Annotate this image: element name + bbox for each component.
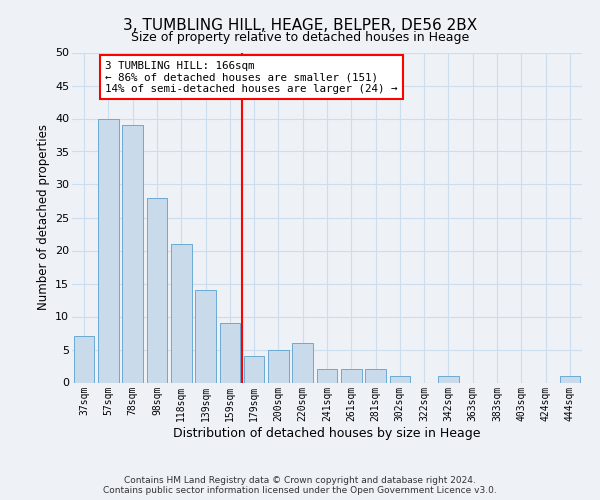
- Bar: [341, 370, 362, 382]
- Bar: [268, 350, 289, 382]
- Bar: [365, 370, 386, 382]
- Bar: [560, 376, 580, 382]
- Text: Size of property relative to detached houses in Heage: Size of property relative to detached ho…: [131, 31, 469, 44]
- Bar: [389, 376, 410, 382]
- X-axis label: Distribution of detached houses by size in Heage: Distribution of detached houses by size …: [173, 428, 481, 440]
- Bar: [98, 118, 119, 382]
- Text: 3, TUMBLING HILL, HEAGE, BELPER, DE56 2BX: 3, TUMBLING HILL, HEAGE, BELPER, DE56 2B…: [123, 18, 477, 32]
- Bar: [146, 198, 167, 382]
- Text: Contains HM Land Registry data © Crown copyright and database right 2024.
Contai: Contains HM Land Registry data © Crown c…: [103, 476, 497, 495]
- Bar: [171, 244, 191, 382]
- Bar: [317, 370, 337, 382]
- Bar: [292, 343, 313, 382]
- Bar: [244, 356, 265, 382]
- Y-axis label: Number of detached properties: Number of detached properties: [37, 124, 50, 310]
- Bar: [220, 323, 240, 382]
- Text: 3 TUMBLING HILL: 166sqm
← 86% of detached houses are smaller (151)
14% of semi-d: 3 TUMBLING HILL: 166sqm ← 86% of detache…: [105, 60, 398, 94]
- Bar: [195, 290, 216, 382]
- Bar: [74, 336, 94, 382]
- Bar: [122, 125, 143, 382]
- Bar: [438, 376, 459, 382]
